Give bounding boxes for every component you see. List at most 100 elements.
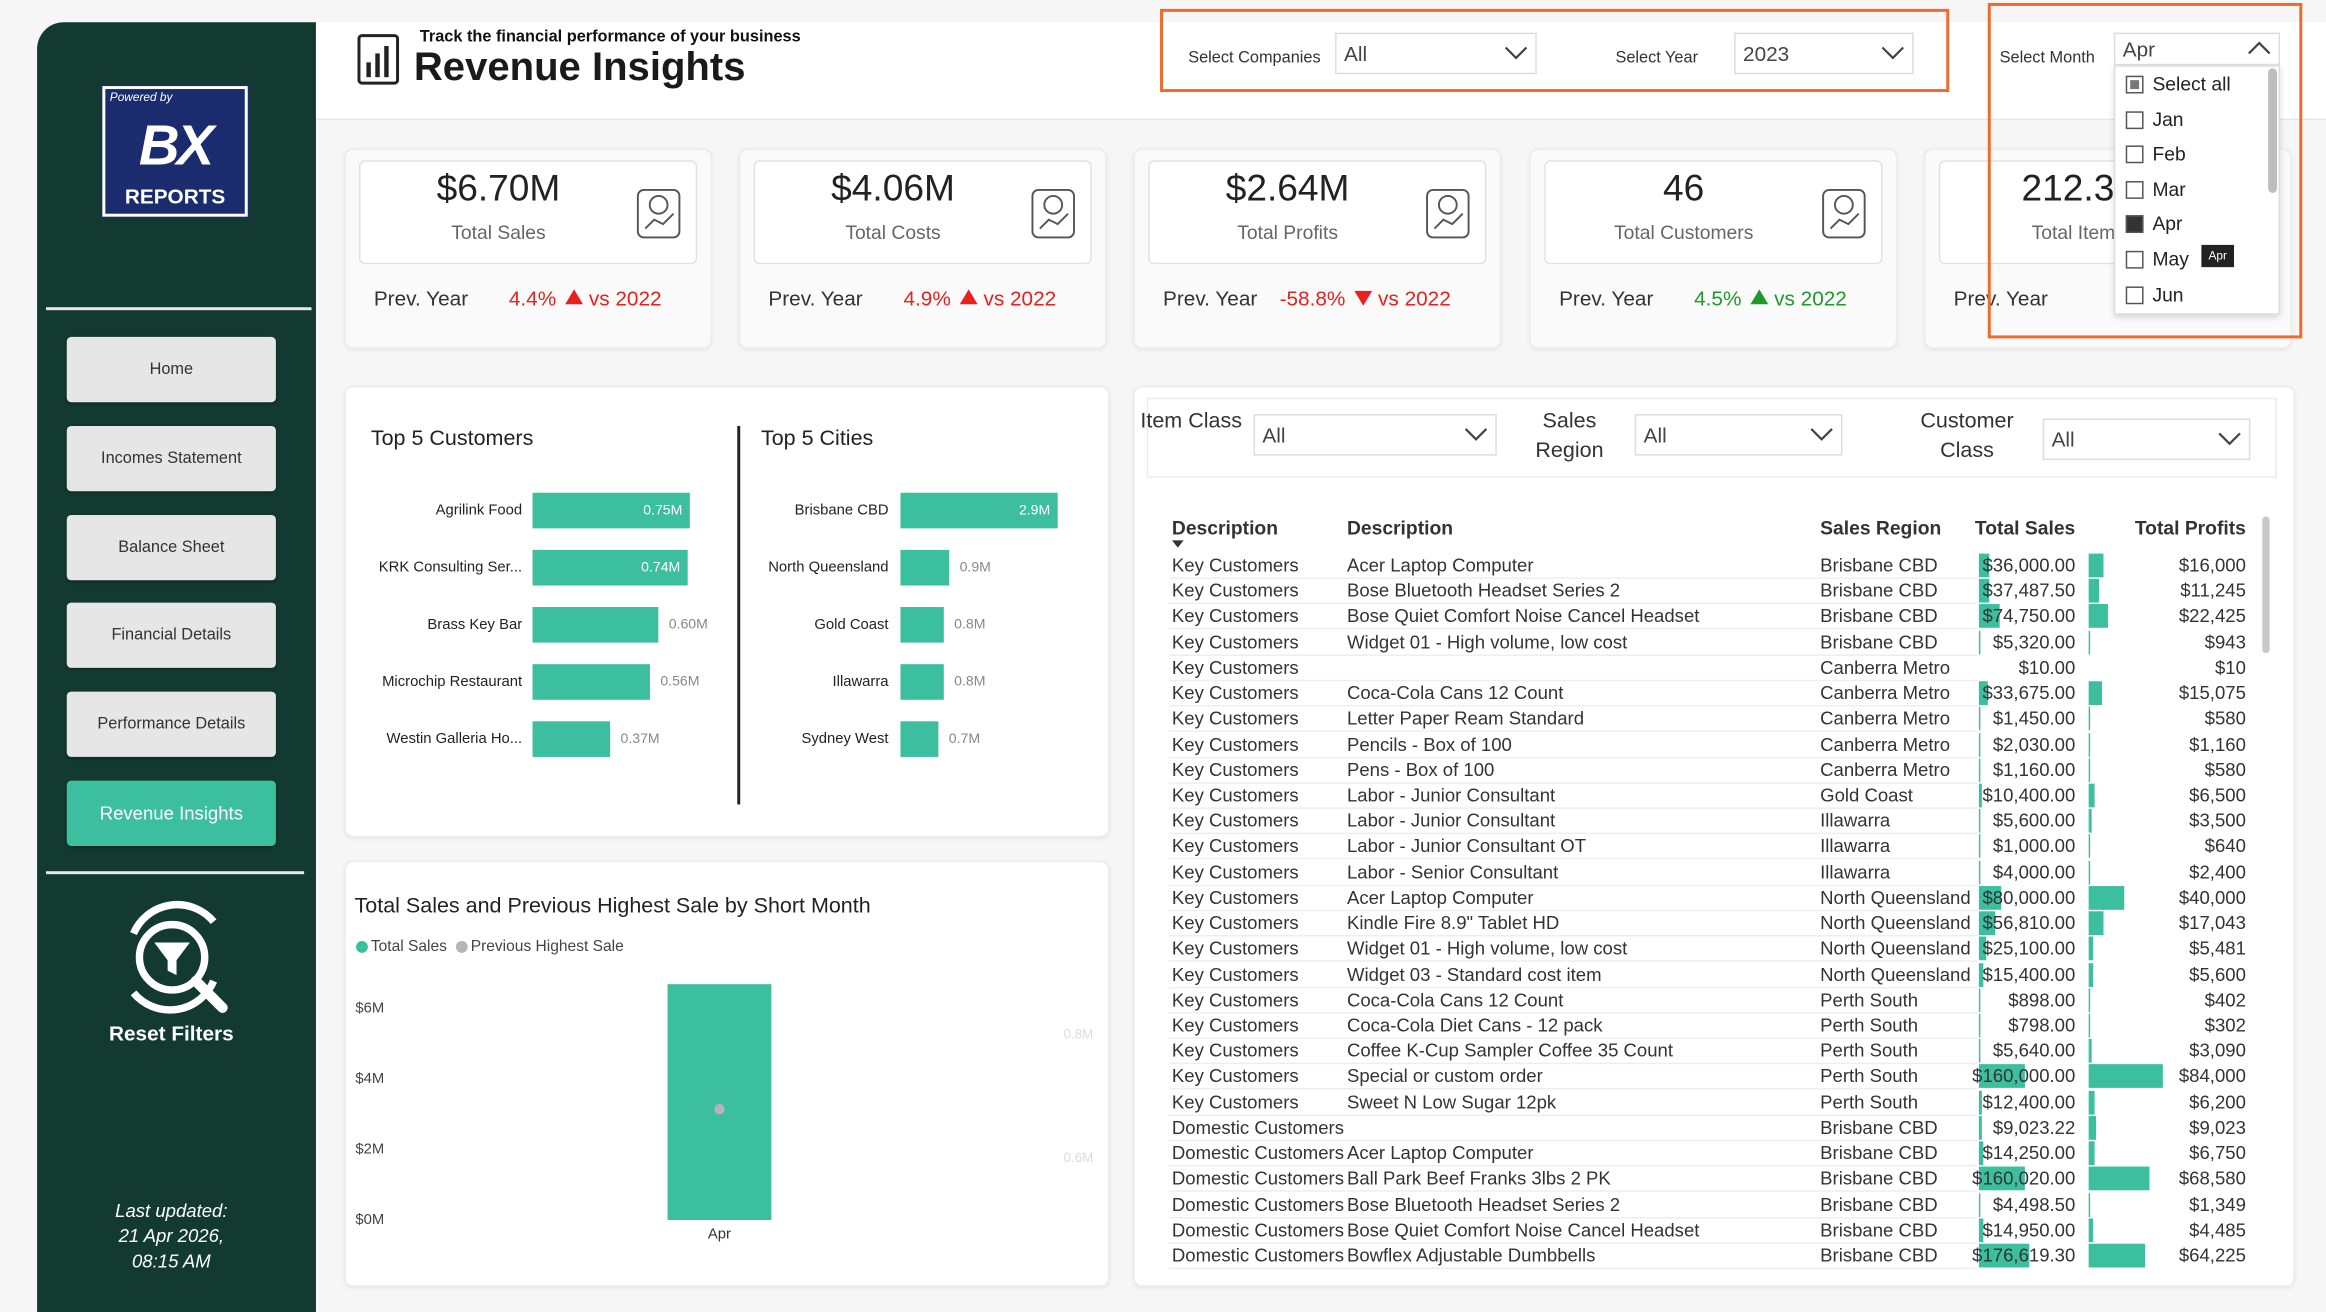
table-cell: $33,675.00 (1982, 682, 2076, 704)
table-cell: Key Customers (1171, 606, 1299, 627)
dropdown-value[interactable]: All (1643, 422, 1667, 447)
checkbox[interactable] (2125, 180, 2144, 199)
table-cell: $84,000 (2178, 1066, 2246, 1087)
sales-chart-panel (344, 860, 1110, 1287)
dropdown[interactable] (1734, 32, 1914, 75)
table-cell: Perth South (1820, 1066, 1919, 1087)
chevron (1464, 428, 1488, 441)
row-separator (1168, 807, 1978, 809)
dropdown-value[interactable]: All (2051, 427, 2075, 452)
icon-arrow (130, 900, 217, 936)
kpi-arrow (1354, 290, 1373, 306)
kpi-label: Total Costs (845, 221, 941, 244)
kpi-prev-label: Prev. Year (1559, 286, 1654, 311)
table-cell: $15,400.00 (1982, 963, 2076, 985)
table-cell: Coffee K-Cup Sampler Coffee 35 Count (1346, 1040, 1674, 1062)
table-cell: $14,950.00 (1982, 1219, 2076, 1241)
table-cell: North Queensland (1820, 963, 1971, 985)
month-option[interactable]: Mar (2152, 177, 2186, 201)
row-separator (1168, 705, 1978, 707)
kpi-inner (1544, 160, 1883, 265)
filter-label: Select Year (1615, 48, 1699, 67)
dropdown[interactable] (1253, 414, 1497, 456)
month-option[interactable]: Feb (2152, 142, 2186, 166)
nav-button[interactable]: Home (66, 336, 276, 403)
reset-icon[interactable] (107, 895, 241, 1020)
table-cell: Brisbane CBD (1820, 555, 1938, 576)
kpi-label: Total Profits (1237, 221, 1338, 244)
icon-bar (366, 62, 371, 78)
icon-coin (648, 194, 669, 215)
chevron-line (2218, 432, 2241, 446)
icon-line (1039, 213, 1069, 230)
table-cell: Pencils - Box of 100 (1346, 733, 1512, 755)
table-cell: $402 (2204, 989, 2246, 1011)
table-cell: Perth South (1820, 1091, 1919, 1113)
profits-databar (2088, 1243, 2146, 1268)
month-option[interactable]: Jan (2152, 107, 2184, 131)
dropdown-value[interactable]: 2023 (1743, 41, 1790, 66)
table-cell: $1,450.00 (1992, 708, 2076, 730)
profits-databar (2088, 860, 2091, 885)
kpi-label: Total Customers (1614, 221, 1754, 244)
checkbox[interactable] (2125, 110, 2144, 129)
checkbox[interactable] (2125, 250, 2144, 269)
checkbox[interactable] (2125, 145, 2144, 164)
nav-button[interactable]: Performance Details (66, 691, 276, 757)
dropdown[interactable] (1634, 414, 1843, 456)
profits-databar (2088, 809, 2092, 833)
table-cell: $15,075 (2178, 682, 2246, 704)
top5-panel (344, 385, 1110, 838)
row-separator (1168, 730, 1978, 733)
table-cell: Widget 01 - High volume, low cost (1346, 938, 1628, 960)
filter-label: Select Month (1999, 48, 2095, 67)
table-cell: $56,810.00 (1982, 912, 2076, 934)
reset-label[interactable]: Reset Filters (108, 1021, 234, 1045)
sales-databar (1978, 962, 1984, 987)
checkbox[interactable] (2125, 285, 2144, 304)
slicer-label: Sales Region (1535, 409, 1604, 464)
nav-button[interactable]: Financial Details (66, 602, 276, 668)
table-cell: Key Customers (1171, 1040, 1299, 1062)
table-cell: $37,487.50 (1982, 580, 2076, 602)
table-cell: $640 (2204, 836, 2246, 857)
table-cell: Canberra Metro (1820, 682, 1951, 704)
table-cell: Brisbane CBD (1820, 631, 1938, 653)
dropdown-value[interactable]: All (1262, 422, 1286, 447)
chevron-line (1464, 428, 1488, 441)
table-cell: $176,619.30 (1972, 1245, 2076, 1266)
kpi-inner (358, 160, 698, 265)
dropdown[interactable] (2042, 418, 2251, 461)
month-option[interactable]: Apr (2152, 212, 2183, 236)
profits-databar (2088, 681, 2102, 706)
table-cell: $898.00 (2008, 989, 2076, 1011)
nav-button[interactable]: Incomes Statement (66, 425, 276, 492)
table-cell: Bose Quiet Comfort Noise Cancel Headset (1346, 1219, 1700, 1241)
table-cell: Domestic Customers (1171, 1142, 1344, 1164)
nav-button[interactable]: Balance Sheet (66, 515, 276, 581)
nav-button[interactable]: Revenue Insights (66, 780, 276, 846)
month-option[interactable]: Jun (2152, 282, 2184, 306)
kpi-value: $4.06M (831, 167, 955, 210)
month-option[interactable]: Select all (2152, 72, 2231, 95)
kpi-arrow (565, 289, 583, 305)
table-cell: $1,000.00 (1992, 836, 2076, 857)
dropdown[interactable] (1335, 32, 1537, 75)
table-cell: Labor - Senior Consultant (1346, 861, 1559, 883)
table-cell: Key Customers (1171, 1015, 1299, 1036)
icon-line (1433, 213, 1464, 230)
table-cell: Canberra Metro (1820, 759, 1951, 781)
dropdown-value[interactable]: All (1343, 41, 1368, 66)
icon-line (1829, 213, 1860, 230)
table-cell: Key Customers (1171, 912, 1299, 934)
month-option[interactable]: May (2152, 247, 2189, 271)
table-cell: Domestic Customers (1171, 1245, 1344, 1266)
table-cell: North Queensland (1820, 938, 1971, 960)
sales-databar (1978, 911, 1996, 936)
profits-databar (2088, 1090, 2095, 1115)
dropdown-value[interactable]: Apr (2122, 37, 2156, 61)
chevron (1810, 428, 1833, 441)
table-cell: $580 (2204, 759, 2246, 781)
checkbox[interactable] (2125, 215, 2144, 234)
